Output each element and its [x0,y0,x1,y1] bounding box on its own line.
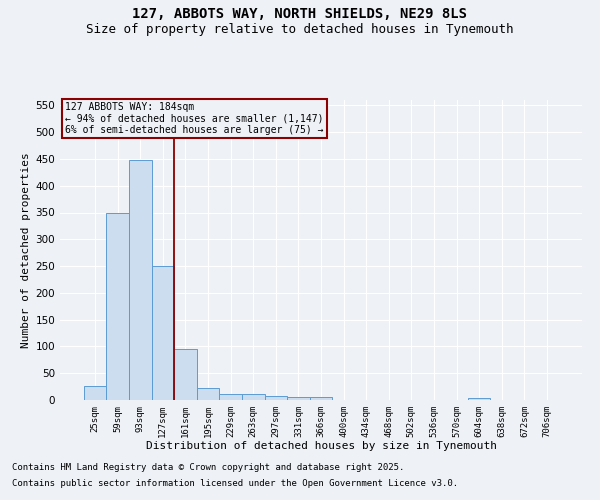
Bar [152,266,174,400]
Bar [129,160,152,400]
Bar [197,388,220,400]
Text: Contains HM Land Registry data © Crown copyright and database right 2025.: Contains HM Land Registry data © Crown c… [12,464,404,472]
Text: Contains public sector information licensed under the Open Government Licence v3: Contains public sector information licen… [12,478,458,488]
Bar [220,394,242,400]
Bar [174,349,197,400]
Bar [265,396,287,400]
Bar [468,398,490,400]
Text: 127 ABBOTS WAY: 184sqm
← 94% of detached houses are smaller (1,147)
6% of semi-d: 127 ABBOTS WAY: 184sqm ← 94% of detached… [65,102,324,134]
Y-axis label: Number of detached properties: Number of detached properties [21,152,31,348]
Bar [310,397,332,400]
Text: 127, ABBOTS WAY, NORTH SHIELDS, NE29 8LS: 127, ABBOTS WAY, NORTH SHIELDS, NE29 8LS [133,8,467,22]
Bar [106,212,129,400]
Bar [287,398,310,400]
Bar [84,386,106,400]
Text: Size of property relative to detached houses in Tynemouth: Size of property relative to detached ho… [86,22,514,36]
Bar [242,394,265,400]
X-axis label: Distribution of detached houses by size in Tynemouth: Distribution of detached houses by size … [146,442,497,452]
